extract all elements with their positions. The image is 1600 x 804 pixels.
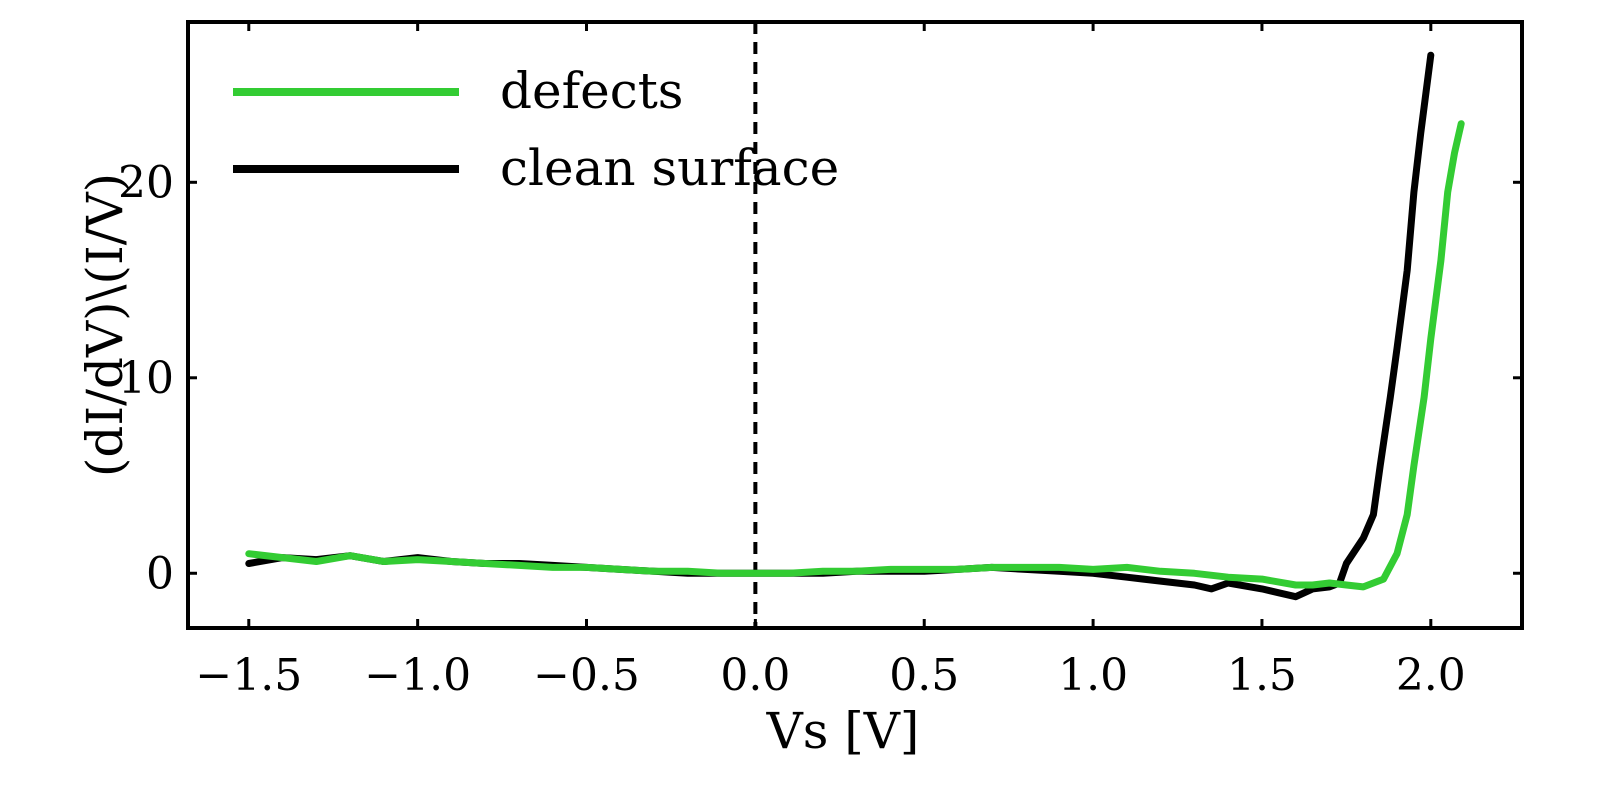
x-tick-label: −1.0: [364, 650, 471, 701]
legend-label-defects: defects: [500, 62, 683, 120]
y-tick-label: 20: [118, 157, 174, 208]
plot-frame: [186, 20, 1524, 630]
x-tick-label: 0.5: [889, 650, 959, 701]
y-tick-label: 0: [146, 548, 174, 599]
legend-label-clean-surface: clean surface: [500, 139, 839, 197]
y-axis-label: (dI/dV)\(I/V): [76, 173, 134, 477]
ticks-layer: −1.5 −1.0 −0.5 0.0 0.5 1.0 1.5 2.0 0 10 20: [118, 22, 1522, 701]
y-tick-label: 10: [118, 353, 174, 404]
x-tick-label: 1.5: [1227, 650, 1297, 701]
x-tick-label: 2.0: [1396, 650, 1466, 701]
series-line-defects: [245, 120, 1465, 591]
x-tick-label: 0.0: [720, 650, 790, 701]
series-line-clean-surface: [245, 51, 1435, 601]
x-tick-label: −1.5: [195, 650, 302, 701]
x-axis-label: Vs [V]: [766, 702, 920, 760]
plot-layer: [245, 22, 1465, 628]
legend: defects clean surface: [233, 62, 839, 197]
x-tick-label: 1.0: [1058, 650, 1128, 701]
x-tick-label: −0.5: [533, 650, 640, 701]
